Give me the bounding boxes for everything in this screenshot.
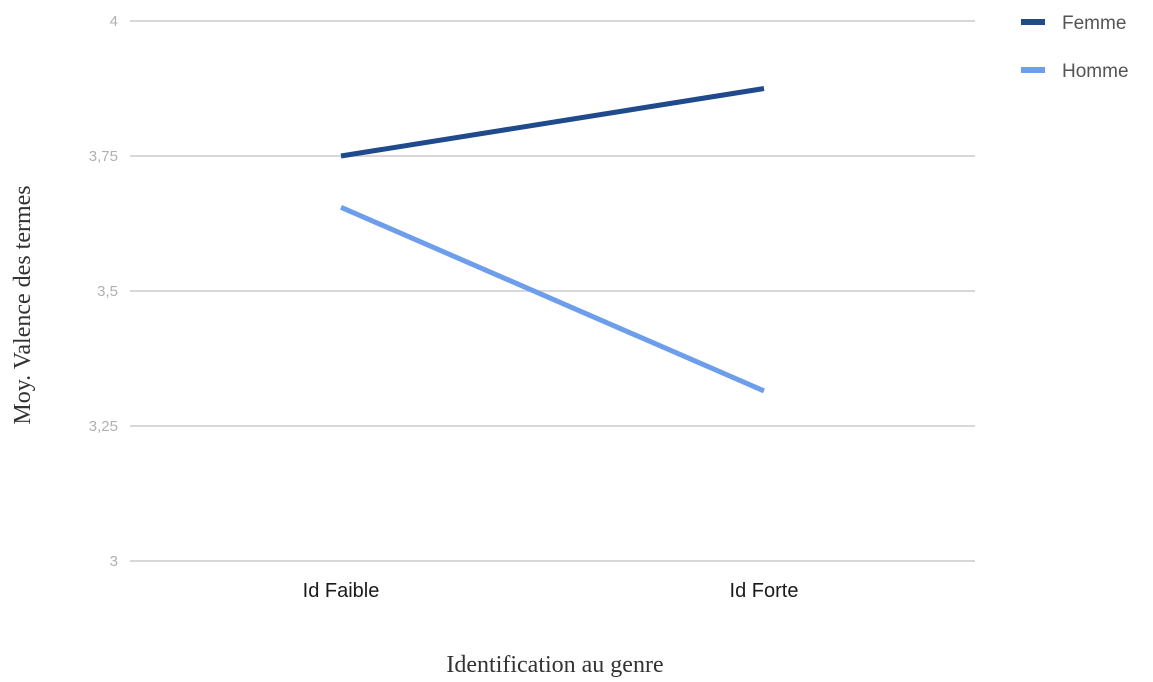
legend-label: Homme	[1062, 61, 1129, 82]
series-line-homme	[341, 207, 764, 391]
x-axis-ticks: Id Faible Id Forte	[303, 580, 799, 602]
series-lines	[341, 89, 764, 391]
legend: Femme Homme	[1021, 13, 1129, 82]
y-tick-label: 3,5	[97, 283, 118, 300]
series-line-femme	[341, 89, 764, 157]
legend-swatch	[1021, 19, 1045, 25]
y-tick-label: 3,75	[89, 148, 118, 165]
legend-label: Femme	[1062, 13, 1126, 34]
x-axis-title: Identification au genre	[446, 652, 663, 678]
y-axis-ticks: 3 3,25 3,5 3,75 4	[89, 13, 118, 570]
y-axis-title: Moy. Valence des termes	[10, 185, 36, 424]
gridlines	[130, 21, 975, 561]
y-tick-label: 4	[110, 13, 118, 30]
y-tick-label: 3,25	[89, 418, 118, 435]
legend-swatch	[1021, 67, 1045, 73]
x-tick-label: Id Forte	[730, 580, 799, 602]
x-tick-label: Id Faible	[303, 580, 380, 602]
y-tick-label: 3	[110, 553, 118, 570]
